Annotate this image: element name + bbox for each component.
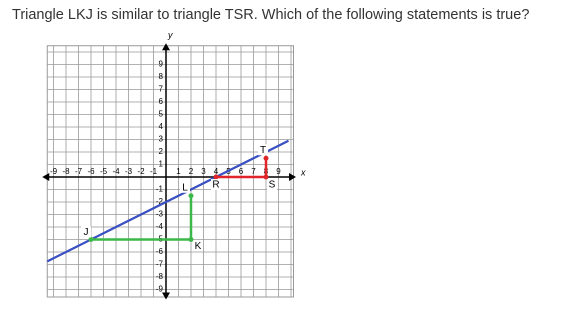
point-label: K bbox=[195, 241, 202, 252]
axis-arrow bbox=[162, 292, 170, 300]
y-tick-label: 6 bbox=[159, 97, 164, 106]
x-tick-label: -8 bbox=[62, 167, 70, 176]
point-label-bg bbox=[81, 226, 91, 238]
point-label: T bbox=[260, 145, 266, 156]
x-tick-label: -4 bbox=[112, 167, 120, 176]
point-label-bg bbox=[193, 240, 203, 252]
y-tick-label: 4 bbox=[159, 122, 164, 131]
x-tick-label: 2 bbox=[189, 167, 194, 176]
axis-arrow bbox=[289, 173, 296, 181]
y-tick-label: -7 bbox=[156, 260, 164, 269]
y-tick-label: -2 bbox=[156, 197, 164, 206]
grid-border bbox=[46, 45, 294, 298]
x-tick-label: -9 bbox=[50, 167, 58, 176]
y-tick-label: 8 bbox=[159, 72, 164, 81]
axis-arrow bbox=[162, 43, 170, 51]
point bbox=[263, 155, 269, 161]
point-label: J bbox=[84, 227, 89, 238]
point bbox=[188, 193, 194, 199]
point-label-bg bbox=[258, 144, 268, 156]
axis-arrow bbox=[42, 173, 50, 181]
y-tick-label: 7 bbox=[159, 85, 164, 94]
x-tick-label: 3 bbox=[201, 167, 206, 176]
y-tick-label: -3 bbox=[156, 210, 164, 219]
x-tick-label: 9 bbox=[276, 167, 281, 176]
x-tick-label: 4 bbox=[214, 167, 219, 176]
x-tick-label: -1 bbox=[150, 167, 158, 176]
point-label-bg bbox=[211, 179, 221, 190]
point-label: S bbox=[269, 180, 276, 191]
y-axis-label: y bbox=[167, 30, 173, 40]
point-label-bg bbox=[180, 181, 190, 193]
point-label: L bbox=[182, 182, 188, 193]
point-label-bg bbox=[267, 179, 277, 190]
x-tick-label: 1 bbox=[176, 167, 181, 176]
point-label: R bbox=[212, 180, 219, 191]
y-tick-label: 9 bbox=[159, 60, 164, 69]
x-tick-label: -6 bbox=[87, 167, 95, 176]
question-text: Triangle LKJ is similar to triangle TSR.… bbox=[12, 7, 529, 23]
y-tick-label: -6 bbox=[156, 247, 164, 256]
y-tick-label: -4 bbox=[156, 222, 164, 231]
point bbox=[263, 174, 269, 180]
point bbox=[88, 237, 94, 242]
y-tick-label: -8 bbox=[156, 272, 164, 281]
x-tick-label: 6 bbox=[239, 167, 244, 176]
y-tick-label: 2 bbox=[159, 147, 164, 156]
y-tick-label: -1 bbox=[156, 185, 164, 194]
y-tick-label: 1 bbox=[159, 160, 164, 169]
point bbox=[213, 174, 219, 180]
x-tick-label: -3 bbox=[125, 167, 133, 176]
x-tick-label: -7 bbox=[75, 167, 83, 176]
diagonal-line bbox=[46, 139, 289, 263]
y-tick-label: -9 bbox=[156, 285, 164, 294]
x-tick-label: 7 bbox=[251, 167, 256, 176]
x-tick-label: -5 bbox=[100, 167, 108, 176]
point bbox=[188, 237, 194, 242]
y-tick-label: 5 bbox=[159, 110, 164, 119]
x-tick-label: -2 bbox=[137, 167, 145, 176]
x-axis-label: x bbox=[300, 167, 306, 177]
y-tick-label: 3 bbox=[159, 135, 164, 144]
